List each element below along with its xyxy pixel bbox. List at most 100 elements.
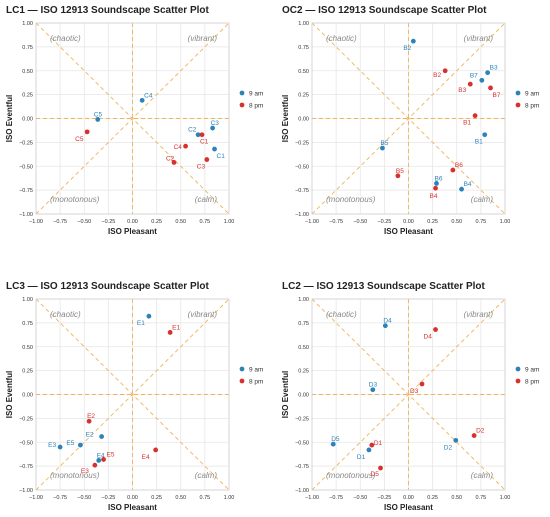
data-point: [366, 447, 372, 453]
y-tick-label: 0.50: [22, 345, 33, 351]
y-tick-label: −0.50: [19, 164, 33, 170]
y-tick-label: 0.75: [22, 321, 33, 327]
data-point: [139, 97, 145, 103]
y-tick-label: −0.25: [19, 416, 33, 422]
point-label: D3: [410, 388, 419, 395]
point-label: C3: [211, 120, 220, 127]
quadrant-label-vibrant: (vibrant): [464, 34, 494, 43]
point-label: E2: [86, 432, 94, 439]
plot-frame: [35, 22, 230, 215]
data-point: [485, 70, 491, 76]
x-tick-label: 0.00: [127, 495, 138, 501]
y-tick-label: −0.50: [295, 164, 309, 170]
point-label: C1: [217, 153, 226, 160]
point-label: D2: [444, 444, 453, 451]
legend-marker: [515, 90, 521, 96]
data-point: [183, 143, 188, 149]
data-point: [101, 457, 106, 462]
point-label: E3: [48, 442, 56, 449]
point-label: E1: [172, 324, 180, 331]
point-label: B7: [493, 92, 501, 99]
data-point: [99, 434, 105, 439]
x-tick-label: 0.00: [403, 219, 414, 225]
point-label: B1: [475, 139, 483, 146]
x-tick-label: −1.00: [29, 495, 43, 501]
chart-panel-1: OC2 — ISO 12913 Soundscape Scatter Plot (…: [281, 5, 539, 236]
series-pm: D1 D2 D3 D4 D5: [369, 327, 485, 478]
legend-label: 8 pm: [249, 379, 263, 386]
point-label: B4: [464, 181, 472, 188]
y-axis-label: ISO Eventful: [5, 95, 14, 143]
guide-antidiagonal: [311, 298, 506, 491]
point-label: B2: [403, 45, 411, 52]
legend-marker: [239, 366, 245, 372]
data-point: [382, 323, 388, 329]
point-label: B2: [433, 72, 441, 79]
quadrant-label-chaotic: (chaotic): [326, 34, 357, 43]
y-tick-label: 0.50: [298, 345, 309, 351]
x-axis-label: ISO Pleasant: [108, 227, 157, 236]
quadrant-label-monotonous: (monotonous): [326, 195, 376, 204]
data-point: [482, 132, 488, 138]
quadrant-label-calm: (calm): [195, 471, 218, 480]
y-tick-label: 0.00: [298, 117, 309, 123]
y-tick-label: 0.25: [22, 369, 33, 375]
x-tick-label: 0.75: [476, 495, 487, 501]
quadrant-label-vibrant: (vibrant): [188, 34, 218, 43]
x-tick-label: 1.00: [500, 495, 511, 501]
x-tick-label: 0.75: [200, 219, 211, 225]
data-point: [84, 129, 90, 135]
guide-lines: [35, 22, 230, 215]
y-axis-label: ISO Eventful: [5, 371, 14, 419]
chart-title: LC1 — ISO 12913 Soundscape Scatter Plot: [6, 5, 210, 16]
guide-lines: [311, 298, 506, 491]
data-point: [153, 447, 159, 453]
x-tick-label: −0.50: [77, 495, 91, 501]
y-tick-label: 0.00: [22, 117, 33, 123]
data-point: [86, 418, 92, 424]
data-point: [210, 125, 215, 131]
data-point: [95, 117, 101, 122]
x-tick-label: 0.25: [427, 219, 438, 225]
y-tick-label: 0.50: [298, 69, 309, 75]
legend-marker: [239, 102, 245, 108]
legend: 9 am 8 pm: [239, 366, 263, 386]
data-point: [395, 173, 401, 179]
legend: 9 am 8 pm: [515, 366, 539, 386]
data-point: [450, 167, 456, 173]
data-point: [96, 457, 102, 463]
x-axis-label: ISO Pleasant: [108, 503, 157, 512]
legend-marker: [515, 102, 521, 108]
point-label: B1: [463, 120, 471, 127]
y-tick-label: −0.75: [295, 464, 309, 470]
point-label: C5: [75, 136, 84, 143]
point-label: D4: [383, 318, 392, 325]
legend-marker: [515, 366, 521, 372]
y-tick-label: −0.50: [295, 440, 309, 446]
chart-title: OC2 — ISO 12913 Soundscape Scatter Plot: [282, 5, 487, 16]
point-label: C5: [94, 111, 103, 118]
point-label: E3: [81, 468, 89, 475]
point-label: E1: [137, 320, 145, 327]
y-tick-label: 1.00: [22, 21, 33, 27]
quadrant-label-calm: (calm): [471, 195, 494, 204]
plot-frame: [35, 298, 230, 491]
chart-panel-2: LC3 — ISO 12913 Soundscape Scatter Plot (…: [5, 281, 263, 512]
data-point: [419, 381, 425, 387]
point-label: D2: [476, 428, 485, 435]
chart-panel-0: LC1 — ISO 12913 Soundscape Scatter Plot (…: [5, 5, 263, 236]
guide-antidiagonal: [311, 22, 506, 215]
x-axis-label: ISO Pleasant: [384, 227, 433, 236]
y-tick-label: 0.75: [298, 321, 309, 327]
x-tick-label: −0.25: [377, 219, 391, 225]
x-tick-label: −1.00: [305, 495, 319, 501]
y-tick-label: −0.75: [19, 188, 33, 194]
x-tick-label: −0.75: [329, 219, 343, 225]
y-axis-label: ISO Eventful: [281, 371, 290, 419]
x-tick-label: −1.00: [29, 219, 43, 225]
data-point: [370, 387, 376, 393]
data-point: [459, 186, 464, 192]
x-tick-label: 1.00: [500, 219, 511, 225]
data-point: [92, 462, 98, 468]
